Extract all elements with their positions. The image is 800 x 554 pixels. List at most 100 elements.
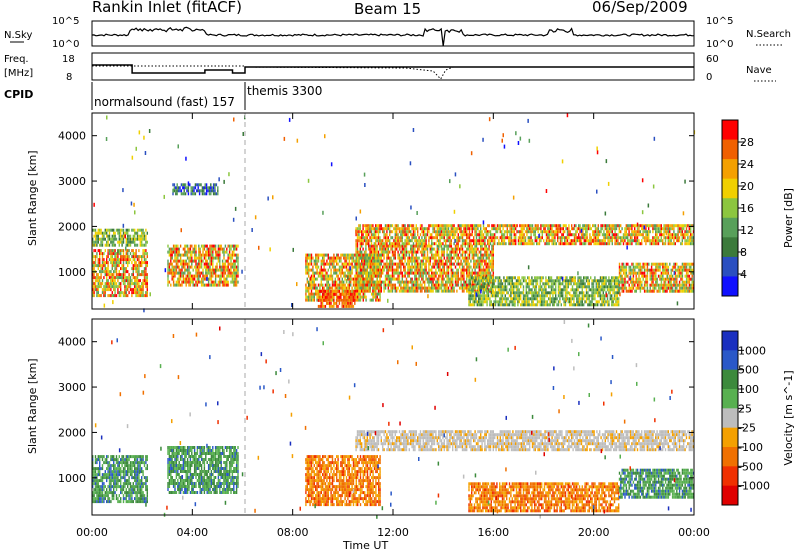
heatmap-cell [454, 280, 457, 284]
heatmap-cell [92, 258, 94, 262]
heatmap-cell [390, 259, 392, 263]
heatmap-cell [473, 262, 475, 266]
heatmap-cell [330, 256, 332, 260]
heatmap-cell [209, 274, 211, 278]
noise-right-tick-bottom: 10^0 [706, 39, 733, 50]
heatmap-cell [649, 239, 651, 243]
heatmap-cell [580, 242, 583, 246]
heatmap-cell [228, 253, 231, 257]
heatmap-cell [369, 230, 371, 234]
heatmap-cell [177, 253, 179, 257]
heatmap-cell [608, 224, 611, 228]
heatmap-cell [143, 231, 146, 235]
heatmap-cell [489, 288, 491, 292]
heatmap-cell [306, 256, 308, 260]
heatmap-cell [219, 244, 221, 248]
heatmap-cell [436, 271, 438, 275]
heatmap-cell [680, 242, 682, 246]
heatmap-cell [334, 265, 336, 269]
heatmap-cell [356, 250, 359, 254]
heatmap-cell [231, 256, 234, 260]
heatmap-cell [499, 291, 501, 295]
heatmap-cell [678, 227, 681, 231]
heatmap-cell [473, 265, 475, 269]
heatmap-cell [428, 242, 430, 246]
heatmap-cell [107, 243, 109, 247]
heatmap-cell [201, 189, 204, 193]
heatmap-cell [538, 227, 541, 231]
heatmap-cell [443, 286, 445, 290]
heatmap-cell [193, 274, 196, 278]
heatmap-cell [351, 295, 353, 299]
heatmap-cell [141, 294, 143, 298]
heatmap-cell [683, 224, 685, 228]
date-label: 06/Sep/2009 [592, 0, 688, 16]
heatmap-cell [370, 283, 373, 287]
heatmap-cell [445, 227, 447, 231]
heatmap-cell [356, 244, 359, 248]
heatmap-cell [110, 288, 112, 292]
heatmap-cell [415, 280, 417, 284]
heatmap-cell [129, 240, 132, 244]
heatmap-cell [482, 239, 485, 243]
heatmap-cell [404, 230, 406, 234]
heatmap-cell [365, 283, 367, 287]
heatmap-cell [650, 224, 653, 228]
heatmap-cell [422, 262, 424, 266]
heatmap-cell [322, 286, 324, 290]
beam-label: Beam 15 [354, 0, 421, 18]
heatmap-cell [391, 250, 394, 254]
heatmap-cell [412, 244, 415, 248]
heatmap-cell [523, 242, 525, 246]
heatmap-cell [440, 227, 443, 231]
heatmap-cell [334, 271, 336, 275]
heatmap-cell [474, 247, 476, 251]
heatmap-cell [203, 247, 206, 251]
heatmap-cell [511, 291, 513, 295]
heatmap-cell [517, 303, 519, 307]
heatmap-cell [94, 237, 97, 241]
heatmap-cell [407, 289, 409, 293]
heatmap-cell [210, 280, 213, 284]
heatmap-cell [345, 304, 348, 308]
heatmap-cell [473, 276, 476, 280]
heatmap-cell [175, 247, 178, 251]
heatmap-cell [131, 282, 133, 286]
heatmap-cell [195, 250, 197, 254]
heatmap-cell [227, 256, 229, 260]
heatmap-cell [200, 262, 203, 266]
heatmap-cell [375, 242, 377, 246]
heatmap-cell [168, 265, 171, 269]
heatmap-cell [638, 242, 640, 246]
heatmap-cell [131, 273, 133, 277]
heatmap-cell [468, 282, 470, 286]
heatmap-cell [660, 233, 662, 237]
heatmap-cell [467, 274, 469, 278]
heatmap-cell [485, 268, 487, 272]
heatmap-cell [600, 230, 602, 234]
heatmap-cell [108, 249, 111, 253]
heatmap-cell [348, 274, 350, 278]
heatmap-cell [440, 253, 443, 257]
heatmap-cell [412, 280, 415, 284]
heatmap-cell [220, 268, 222, 272]
heatmap-cell [645, 230, 647, 234]
heatmap-cell [188, 277, 190, 281]
heatmap-cell [524, 239, 527, 243]
heatmap-cell [195, 280, 197, 284]
heatmap-cell [181, 259, 183, 263]
heatmap-cell [586, 227, 588, 231]
heatmap-cell [490, 276, 492, 280]
heatmap-cell [400, 271, 402, 275]
heatmap-cell [400, 289, 402, 293]
heatmap-cell [216, 256, 218, 260]
heatmap-cell [428, 224, 430, 228]
heatmap-cell [403, 274, 405, 278]
heatmap-cell [368, 259, 370, 263]
heatmap-cell [452, 289, 454, 293]
heatmap-cell [447, 230, 450, 234]
heatmap-cell [421, 259, 423, 263]
heatmap-cell [690, 230, 692, 234]
heatmap-cell [362, 298, 364, 302]
heatmap-cell [471, 291, 473, 295]
